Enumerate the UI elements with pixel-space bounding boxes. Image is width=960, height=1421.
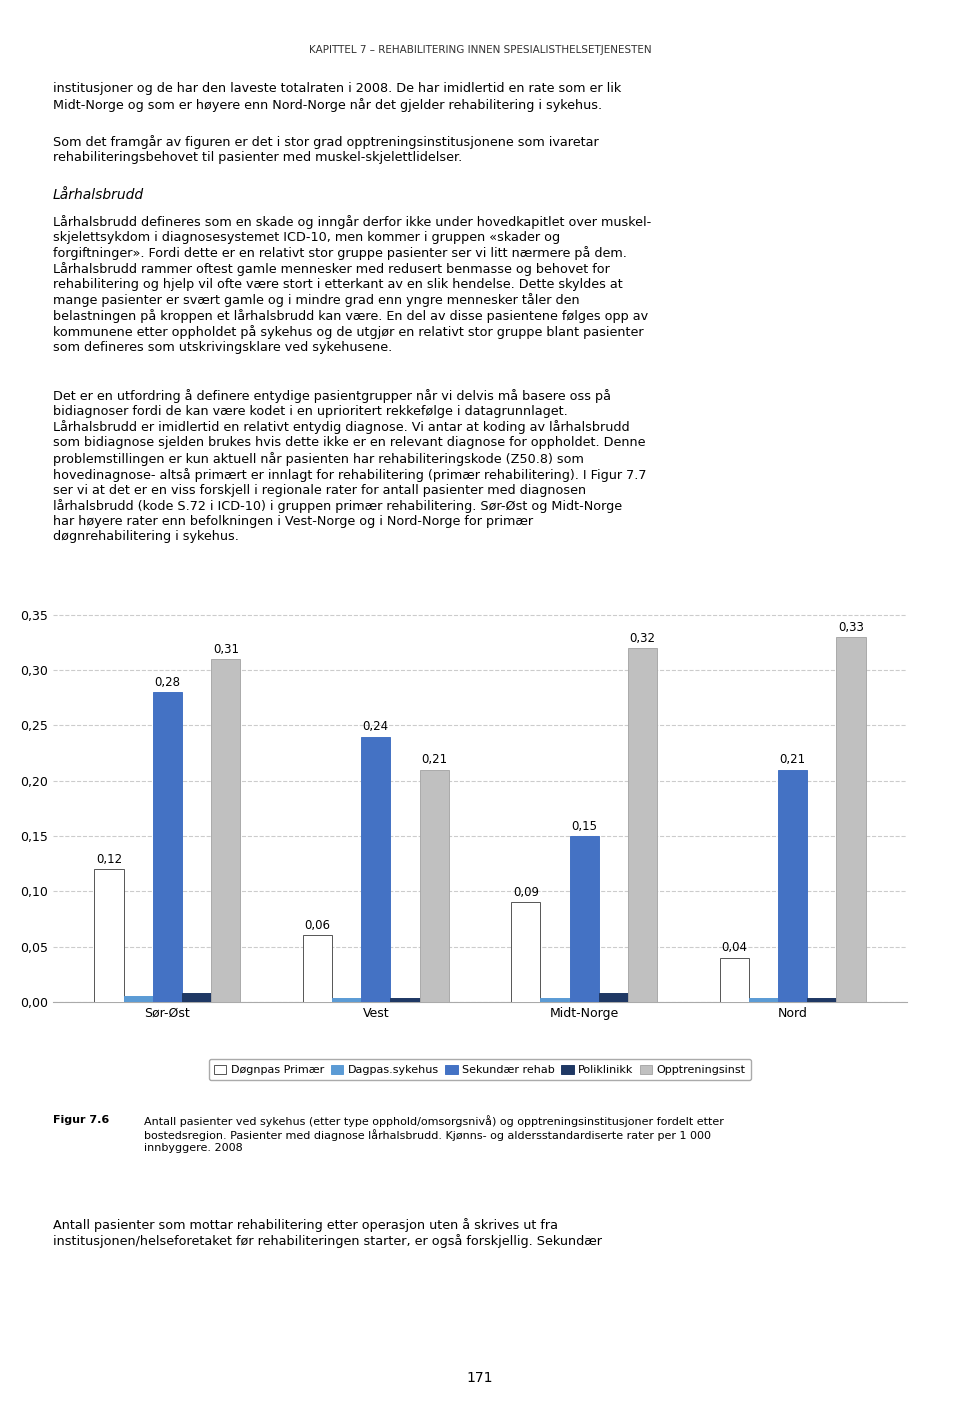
Text: 0,24: 0,24: [363, 720, 389, 733]
Text: Figur 7.6: Figur 7.6: [53, 1115, 109, 1125]
Bar: [569, 836, 599, 1002]
Text: Det er en utfordring å definere entydige pasientgrupper når vi delvis må basere : Det er en utfordring å definere entydige…: [53, 389, 646, 543]
Bar: [124, 996, 153, 1002]
Bar: [778, 770, 807, 1002]
Text: 0,31: 0,31: [213, 642, 239, 657]
Text: institusjoner og de har den laveste totalraten i 2008. De har imidlertid en rate: institusjoner og de har den laveste tota…: [53, 82, 621, 112]
Text: Lårhalsbrudd: Lårhalsbrudd: [53, 188, 144, 202]
Bar: [182, 993, 211, 1002]
Bar: [749, 999, 778, 1002]
Text: Lårhalsbrudd defineres som en skade og inngår derfor ikke under hovedkapitlet ov: Lårhalsbrudd defineres som en skade og i…: [53, 215, 651, 354]
Text: 0,28: 0,28: [155, 676, 180, 689]
Bar: [391, 999, 420, 1002]
Text: Som det framgår av figuren er det i stor grad opptreningsinstitusjonene som ivar: Som det framgår av figuren er det i stor…: [53, 135, 598, 163]
Bar: [153, 692, 182, 1002]
Bar: [836, 637, 866, 1002]
Bar: [302, 935, 332, 1002]
Text: 0,04: 0,04: [721, 941, 747, 955]
Bar: [361, 736, 391, 1002]
Text: 0,06: 0,06: [304, 919, 330, 932]
Text: 0,15: 0,15: [571, 820, 597, 833]
Text: Antall pasienter som mottar rehabilitering etter operasjon uten å skrives ut fra: Antall pasienter som mottar rehabiliteri…: [53, 1218, 602, 1248]
Legend: Døgnpas Primær, Dagpas.sykehus, Sekundær rehab, Poliklinikk, Opptreningsinst: Døgnpas Primær, Dagpas.sykehus, Sekundær…: [208, 1059, 752, 1080]
Text: 0,12: 0,12: [96, 853, 122, 865]
Bar: [540, 999, 569, 1002]
Text: 0,09: 0,09: [513, 887, 539, 899]
Bar: [628, 648, 658, 1002]
Bar: [332, 999, 361, 1002]
Bar: [807, 999, 836, 1002]
Bar: [720, 958, 749, 1002]
Text: KAPITTEL 7 – REHABILITERING INNEN SPESIALISTHELSETJENESTEN: KAPITTEL 7 – REHABILITERING INNEN SPESIA…: [309, 45, 651, 55]
Text: 0,21: 0,21: [421, 753, 447, 766]
Text: Antall pasienter ved sykehus (etter type opphold/omsorgsnivå) og opptreningsinst: Antall pasienter ved sykehus (etter type…: [144, 1115, 724, 1152]
Text: 0,33: 0,33: [838, 621, 864, 634]
Bar: [94, 870, 124, 1002]
Text: 0,21: 0,21: [780, 753, 805, 766]
Bar: [512, 902, 540, 1002]
Bar: [599, 993, 628, 1002]
Bar: [211, 659, 240, 1002]
Bar: [420, 770, 448, 1002]
Text: 171: 171: [467, 1371, 493, 1385]
Text: 0,32: 0,32: [630, 632, 656, 645]
